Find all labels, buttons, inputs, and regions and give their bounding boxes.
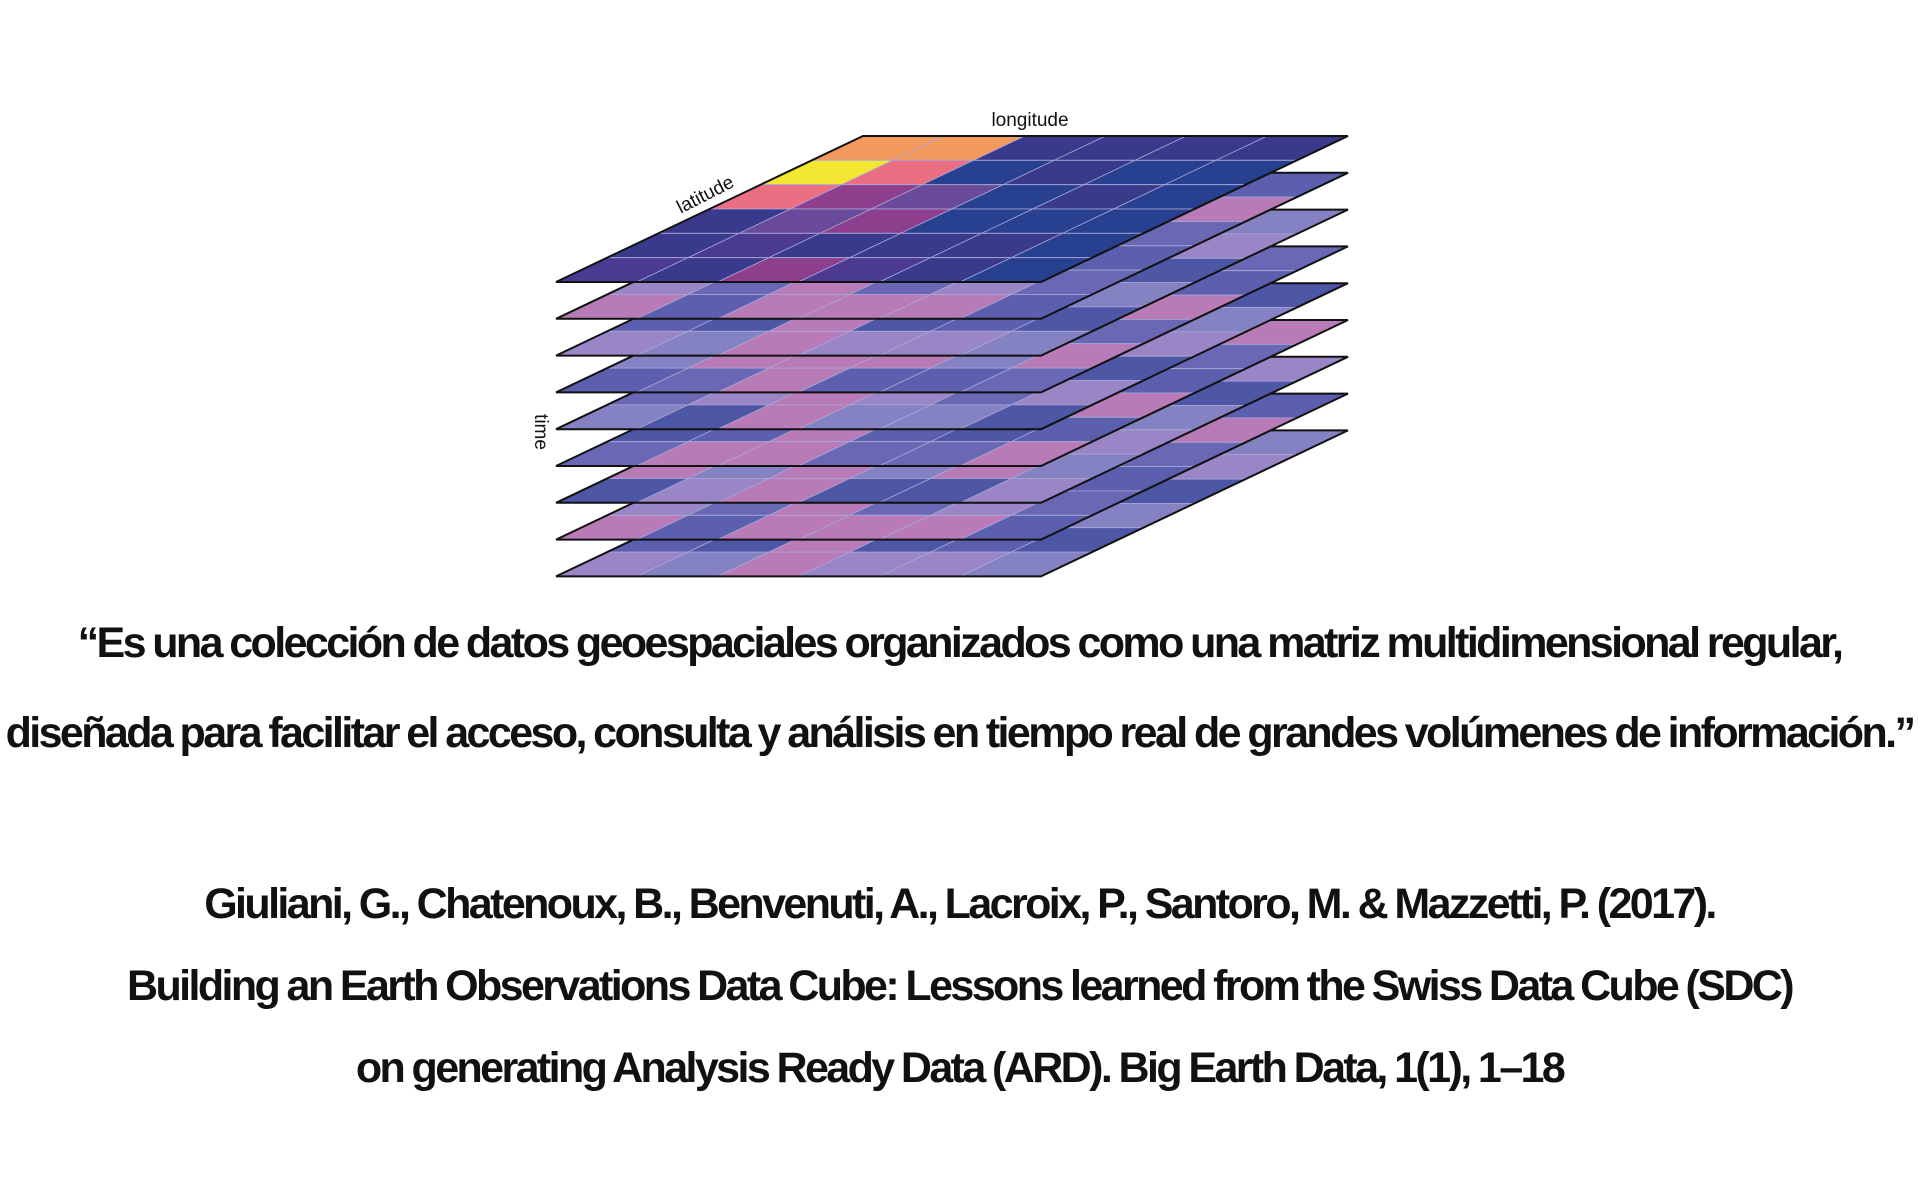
cube-layer-1 <box>555 135 1349 283</box>
layer-outline <box>555 135 1349 283</box>
quote-line-1: “Es una colección de datos geoespaciales… <box>77 619 1844 667</box>
citation-line-2: Building an Earth Observations Data Cube… <box>127 962 1795 1010</box>
citation-line-1: Giuliani, G., Chatenoux, B., Benvenuti, … <box>204 880 1717 928</box>
longitude-axis-label: longitude <box>991 110 1068 131</box>
time-axis-label: time <box>530 414 551 450</box>
data-cube-diagram: longitude latitude time <box>530 110 1349 578</box>
quote-line-2: diseñada para facilitar el acceso, consu… <box>5 709 1916 757</box>
citation-line-3: on generating Analysis Ready Data (ARD).… <box>355 1044 1566 1092</box>
cube-layers <box>555 135 1349 578</box>
